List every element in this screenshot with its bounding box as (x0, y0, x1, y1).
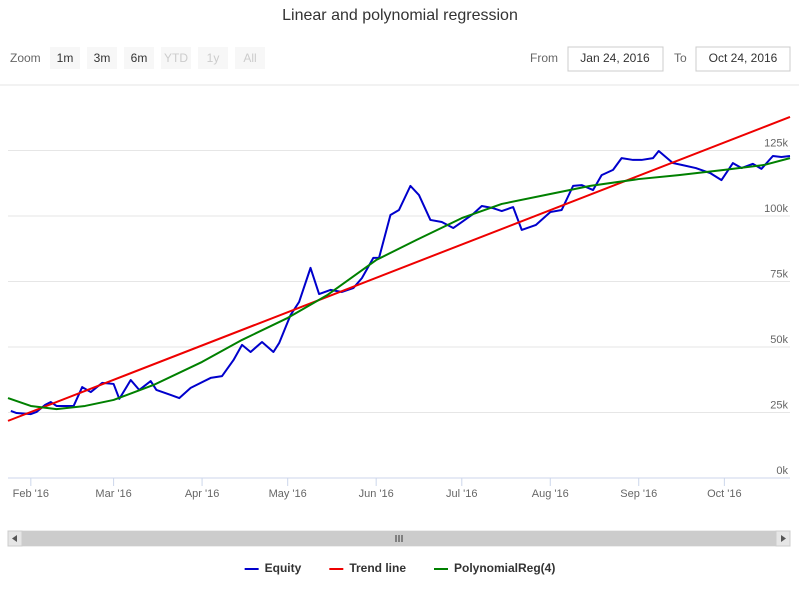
x-tick-label: Sep '16 (620, 488, 657, 500)
to-input[interactable] (695, 46, 791, 72)
series-line (10, 150, 791, 416)
zoom-button (235, 47, 265, 69)
x-tick-label: Apr '16 (185, 488, 220, 500)
zoom-button-label[interactable]: 1m (57, 51, 74, 65)
chart-title: Linear and polynomial regression (282, 7, 518, 24)
zoom-button-label[interactable]: 3m (94, 51, 111, 65)
arrow-right (781, 535, 786, 542)
zoom-button-label: 1y (207, 51, 220, 65)
zoom-button (198, 47, 228, 69)
zoom-button-label[interactable]: 6m (131, 51, 148, 65)
zoom-button[interactable] (50, 47, 80, 69)
x-tick-label: Feb '16 (13, 488, 49, 500)
from-label: From (530, 51, 558, 65)
zoom-button[interactable] (87, 47, 117, 69)
x-tick-label: Oct '16 (707, 488, 742, 500)
arrow-left (12, 535, 17, 542)
zoom-button-label: All (243, 51, 256, 65)
navigator-scrollbar[interactable] (7, 530, 791, 547)
zoom-label: Zoom (10, 51, 41, 65)
y-tick-label: 125k (764, 137, 788, 149)
legend-label[interactable]: Equity (265, 561, 302, 575)
y-tick-label: 25k (770, 399, 788, 411)
scrollbar-grip (395, 535, 403, 542)
to-label: To (674, 51, 687, 65)
zoom-button (161, 47, 191, 69)
x-tick-label: Mar '16 (95, 488, 131, 500)
x-tick-label: May '16 (269, 488, 307, 500)
y-tick-label: 0k (776, 465, 788, 477)
legend-label[interactable]: Trend line (349, 561, 406, 575)
x-tick-label: Aug '16 (532, 488, 569, 500)
y-tick-label: 50k (770, 334, 788, 346)
to-date[interactable]: Oct 24, 2016 (709, 51, 778, 65)
from-input[interactable] (567, 46, 664, 72)
y-tick-label: 75k (770, 268, 788, 280)
from-date[interactable]: Jan 24, 2016 (580, 51, 650, 65)
zoom-button-label: YTD (164, 51, 188, 65)
legend-label[interactable]: PolynomialReg(4) (454, 561, 555, 575)
x-tick-label: Jul '16 (446, 488, 477, 500)
legend: Equity Trend line PolynomialReg(4) (244, 561, 555, 575)
zoom-button[interactable] (124, 47, 154, 69)
x-tick-label: Jun '16 (359, 488, 394, 500)
y-tick-label: 100k (764, 203, 788, 215)
series-line (7, 157, 791, 411)
series-line (7, 116, 791, 422)
